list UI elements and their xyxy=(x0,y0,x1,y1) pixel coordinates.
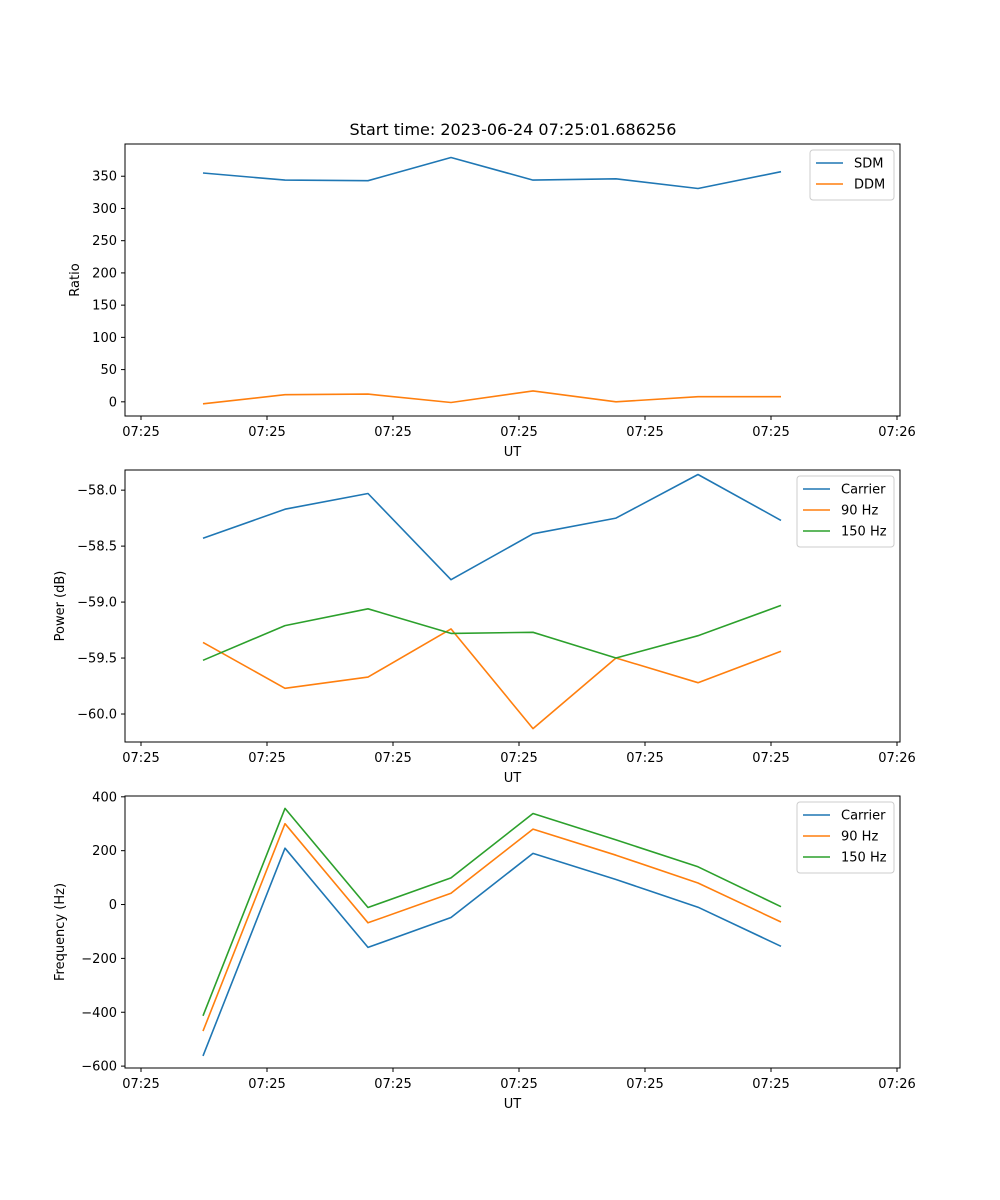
x-tick-label: 07:26 xyxy=(878,1077,915,1092)
x-tick-label: 07:25 xyxy=(626,425,663,440)
x-tick-label: 07:25 xyxy=(122,751,159,766)
y-axis-label: Power (dB) xyxy=(53,571,68,642)
x-tick-label: 07:25 xyxy=(248,1077,285,1092)
x-tick-label: 07:25 xyxy=(752,425,789,440)
x-axis-label: UT xyxy=(504,1097,522,1112)
y-tick-label: 0 xyxy=(109,395,117,410)
series-line-90-hz xyxy=(202,822,782,1032)
legend-label: Carrier xyxy=(841,809,886,824)
legend-label: Carrier xyxy=(841,483,886,498)
x-tick-label: 07:25 xyxy=(626,751,663,766)
x-tick-label: 07:25 xyxy=(626,1077,663,1092)
y-tick-label: 250 xyxy=(92,234,117,249)
series-line-150-hz xyxy=(202,807,782,1017)
x-tick-label: 07:25 xyxy=(248,751,285,766)
series-line-150-hz xyxy=(202,604,782,662)
y-tick-label: 350 xyxy=(92,170,117,185)
x-tick-label: 07:25 xyxy=(374,425,411,440)
x-tick-label: 07:25 xyxy=(752,751,789,766)
subplot-3: 07:25 07:25 07:25 07:25 07:25 07:25 07:26 UT −60… xyxy=(53,790,916,1112)
chart-title: Start time: 2023-06-24 07:25:01.686256 xyxy=(349,120,677,139)
legend-label: 150 Hz xyxy=(841,851,887,866)
y-tick-label: 200 xyxy=(92,844,117,859)
legend: Carrier 90 Hz 150 Hz xyxy=(796,801,895,874)
x-tick-label: 07:25 xyxy=(122,425,159,440)
legend-box xyxy=(796,475,895,548)
series-line-90-hz xyxy=(202,628,782,730)
x-axis-label: UT xyxy=(504,771,522,786)
y-tick-label: 300 xyxy=(92,202,117,217)
y-tick-label: −600 xyxy=(81,1060,117,1075)
series-line-carrier xyxy=(202,473,782,581)
axes-frame xyxy=(124,795,901,1069)
x-tick-label: 07:26 xyxy=(878,425,915,440)
legend-label: 90 Hz xyxy=(841,830,878,845)
y-tick-label: −400 xyxy=(81,1006,117,1021)
legend-label: 90 Hz xyxy=(841,504,878,519)
x-tick-label: 07:25 xyxy=(374,1077,411,1092)
axes-frame xyxy=(124,469,901,743)
x-tick-label: 07:25 xyxy=(122,1077,159,1092)
y-tick-label: 150 xyxy=(92,299,117,314)
axes-frame xyxy=(124,143,901,417)
y-axis-label: Frequency (Hz) xyxy=(53,883,68,981)
series-line-carrier xyxy=(202,847,782,1057)
x-tick-label: 07:25 xyxy=(500,751,537,766)
y-tick-label: 400 xyxy=(92,790,117,805)
legend: SDM DDM xyxy=(809,149,895,201)
x-tick-label: 07:25 xyxy=(752,1077,789,1092)
x-tick-label: 07:25 xyxy=(500,1077,537,1092)
y-tick-label: 100 xyxy=(92,331,117,346)
legend-label: 150 Hz xyxy=(841,525,887,540)
y-tick-label: 50 xyxy=(100,363,117,378)
x-tick-label: 07:25 xyxy=(374,751,411,766)
legend-label: DDM xyxy=(854,178,885,193)
y-tick-label: −200 xyxy=(81,952,117,967)
y-tick-label: 200 xyxy=(92,266,117,281)
x-tick-label: 07:25 xyxy=(500,425,537,440)
subplot-1: 07:25 07:25 07:25 07:25 07:25 07:25 07:26 UT 0 50… xyxy=(68,143,916,460)
y-tick-label: −59.5 xyxy=(77,652,117,667)
y-tick-label: 0 xyxy=(109,898,117,913)
series-line-ddm xyxy=(202,390,781,405)
y-tick-label: −59.0 xyxy=(77,596,117,611)
x-axis-label: UT xyxy=(504,445,522,460)
legend: Carrier 90 Hz 150 Hz xyxy=(796,475,895,548)
x-tick-label: 07:26 xyxy=(878,751,915,766)
y-tick-label: −60.0 xyxy=(77,708,117,723)
subplot-2: 07:25 07:25 07:25 07:25 07:25 07:25 07:26 UT −60… xyxy=(53,469,916,786)
legend-label: SDM xyxy=(854,157,883,172)
x-tick-label: 07:25 xyxy=(248,425,285,440)
series-line-sdm xyxy=(202,156,782,190)
y-axis-label: Ratio xyxy=(68,263,83,296)
y-tick-label: −58.5 xyxy=(77,540,117,555)
y-tick-label: −58.0 xyxy=(77,484,117,499)
legend-box xyxy=(796,801,895,874)
